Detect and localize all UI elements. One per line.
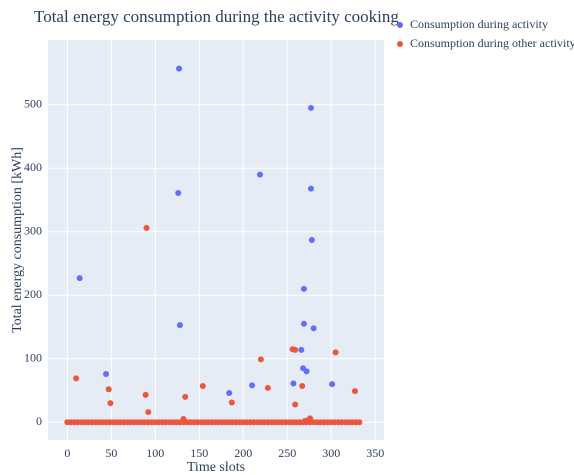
point [145,409,152,416]
point [329,381,336,388]
point [356,419,363,426]
point [303,368,310,375]
point [226,390,233,397]
point [105,386,112,393]
point [107,400,114,407]
point [300,285,307,292]
point [73,375,80,382]
point [228,399,235,406]
y-tick-label: 300 [24,223,42,237]
y-tick-label: 400 [24,160,42,174]
y-tick-label: 0 [36,414,42,428]
point [175,190,182,197]
point [351,388,358,395]
point [307,185,314,192]
point [249,382,256,389]
x-tick-label: 100 [146,446,164,460]
point [290,380,297,387]
x-tick-label: 200 [234,446,252,460]
y-tick-label: 200 [24,287,42,301]
point [142,391,149,398]
point [292,401,299,408]
point [182,393,189,400]
x-tick-label: 150 [190,446,208,460]
x-tick-label: 50 [105,446,117,460]
y-axis-title: Total energy consumption [kWh] [10,147,25,333]
legend-marker [397,22,403,28]
x-tick-label: 350 [366,446,384,460]
chart-title: Total energy consumption during the acti… [34,7,399,26]
x-tick-label: 0 [64,446,70,460]
point [256,171,263,178]
point [103,370,110,377]
point [199,383,206,390]
legend-label: Consumption during activity [410,17,548,31]
y-tick-label: 100 [24,350,42,364]
point [264,384,271,391]
point [298,346,305,353]
point [300,320,307,327]
point [257,356,264,363]
point [307,104,314,111]
point [292,346,299,353]
plot-area [48,40,384,440]
x-tick-label: 250 [278,446,296,460]
x-axis-title: Time slots [187,460,245,475]
x-tick-label: 300 [322,446,340,460]
point [299,383,306,390]
point [308,237,315,243]
point [176,65,183,72]
point [143,224,150,231]
legend-marker [397,41,403,47]
point [76,275,83,282]
point [310,325,317,332]
legend-label: Consumption during other activity [410,36,574,50]
point [332,349,339,356]
y-tick-label: 500 [24,97,42,111]
point [176,322,183,329]
